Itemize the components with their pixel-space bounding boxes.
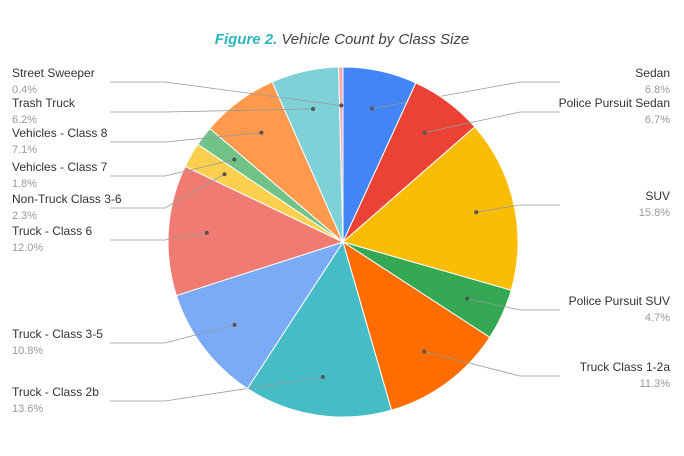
slice-value-label: 13.6% — [12, 403, 43, 415]
slice-label: Street Sweeper — [12, 66, 95, 80]
leader-dot — [339, 103, 344, 108]
leader-line — [424, 111, 560, 133]
leader-line — [476, 204, 560, 213]
leader-line — [110, 324, 235, 344]
leader-dot — [311, 106, 316, 111]
leader-dot — [474, 210, 479, 215]
pie-slice — [175, 241, 345, 390]
leader-line — [110, 159, 235, 177]
slice-label: Truck - Class 6 — [12, 224, 93, 238]
slice-label: SUV — [645, 189, 670, 203]
slice-label: Trash Truck — [12, 96, 76, 110]
slice-value-label: 6.8% — [645, 84, 670, 96]
slice-value-label: 6.7% — [645, 114, 670, 126]
pie-slice — [246, 240, 393, 418]
slice-label: Truck - Class 2b — [12, 385, 99, 399]
leader-dot — [422, 349, 427, 354]
slice-label: Vehicles - Class 8 — [12, 126, 108, 140]
slice-value-label: 1.8% — [12, 178, 37, 190]
leader-dot — [465, 296, 470, 301]
leader-dot — [422, 130, 427, 135]
chart-title-group: Figure 2. Vehicle Count by Class Size — [215, 31, 469, 48]
pie-slice — [338, 66, 344, 243]
slice-label: Non-Truck Class 3-6 — [12, 192, 122, 206]
slice-value-label: 7.1% — [12, 144, 37, 156]
leader-dot — [222, 172, 227, 177]
figure-label: Figure 2. — [215, 31, 278, 48]
slice-label: Sedan — [635, 66, 670, 80]
leader-line — [467, 298, 560, 311]
slice-label: Police Pursuit Sedan — [559, 96, 670, 110]
leader-line — [424, 351, 560, 377]
slice-value-label: 6.2% — [12, 114, 37, 126]
leader-dot — [320, 374, 325, 379]
chart-title: Vehicle Count by Class Size — [281, 31, 469, 48]
leader-line — [110, 173, 225, 209]
leader-dot — [259, 130, 264, 135]
pie-slice — [341, 126, 519, 291]
slice-label: Police Pursuit SUV — [569, 294, 670, 308]
leader-line — [110, 132, 262, 143]
slice-value-label: 15.8% — [639, 207, 670, 219]
leader-line — [110, 108, 314, 113]
pie-slice — [167, 165, 345, 297]
slice-value-label: 4.7% — [645, 312, 670, 324]
leader-dot — [370, 106, 375, 111]
slice-label: Truck - Class 3-5 — [12, 327, 103, 341]
leader-dot — [204, 230, 209, 235]
slice-label: Vehicles - Class 7 — [12, 160, 108, 174]
slice-value-label: 0.4% — [12, 84, 37, 96]
leader-dot — [232, 157, 237, 162]
leader-line — [110, 232, 207, 241]
slice-label: Truck Class 1-2a — [580, 360, 671, 374]
leader-line — [110, 376, 323, 402]
leader-dot — [232, 322, 237, 327]
slice-value-label: 10.8% — [12, 345, 43, 357]
slice-value-label: 2.3% — [12, 210, 37, 222]
slice-value-label: 11.3% — [640, 378, 671, 390]
leader-line — [110, 81, 342, 106]
slice-value-label: 12.0% — [12, 242, 43, 254]
